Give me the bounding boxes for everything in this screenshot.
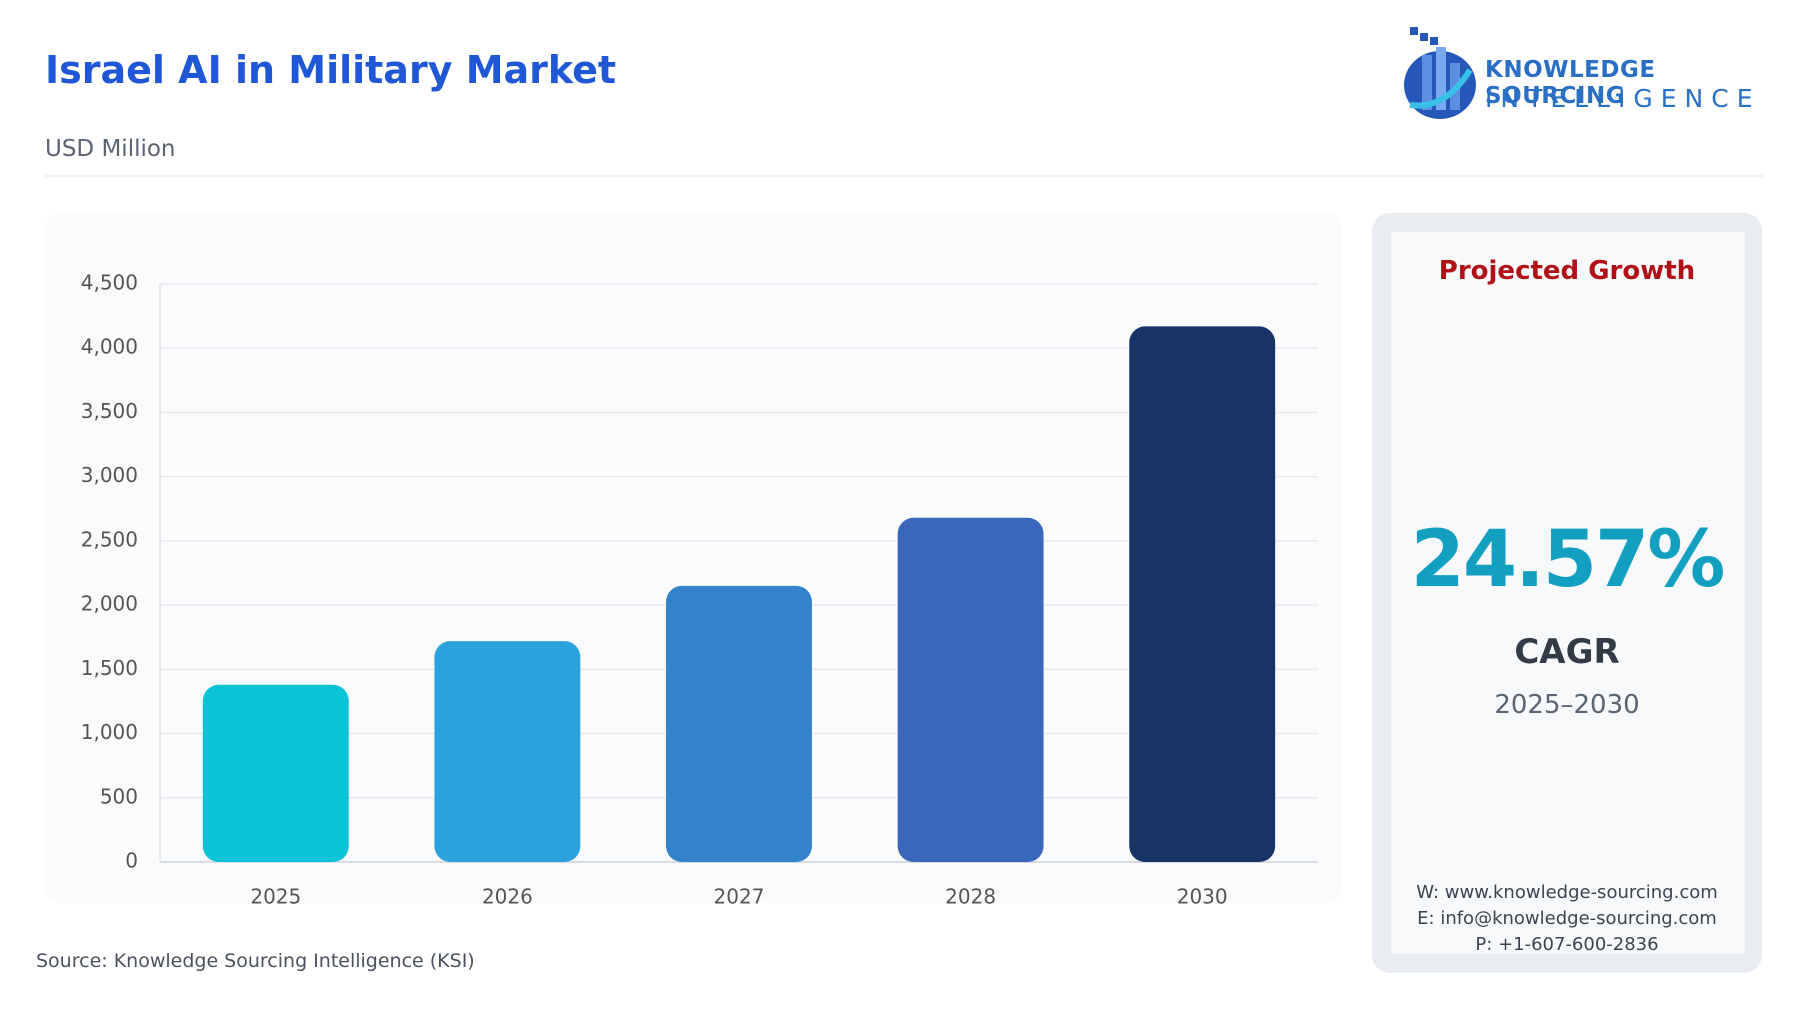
- y-tick-label: 4,500: [81, 271, 138, 295]
- divider: [45, 175, 1763, 177]
- bar: [1129, 326, 1276, 862]
- cagr-value: 24.57%: [1410, 515, 1726, 605]
- logo-text: KNOWLEDGE SOURCING: [1485, 57, 1656, 109]
- y-tick-label: 4,000: [81, 335, 138, 359]
- cagr-period: 2025–2030: [1494, 690, 1640, 720]
- growth-panel-inner: [1391, 232, 1745, 954]
- x-tick-label: 2030: [1177, 885, 1228, 909]
- panel-heading: Projected Growth: [1438, 256, 1696, 286]
- bar: [434, 641, 581, 862]
- bar: [202, 684, 349, 862]
- chart: 0 500 1,000 1,500 2,000 2,500 3,000 3,500 4,000 4…: [81, 271, 1318, 909]
- y-tick-label: 3,500: [81, 399, 138, 423]
- x-tick-label: 2027: [714, 885, 765, 909]
- y-tick-label: 2,000: [81, 592, 138, 616]
- source: Source: Knowledge Sourcing Intelligence …: [36, 950, 475, 972]
- subtitle: USD Million: [45, 136, 176, 162]
- y-tick-label: 500: [100, 784, 138, 808]
- bar: [897, 517, 1044, 862]
- logo-icon: [1404, 27, 1476, 119]
- contact: W: www.knowledge-sourcing.com: [1416, 882, 1718, 903]
- logo-text: INTELLIGENCE: [1485, 84, 1761, 113]
- cagr-label: CAGR: [1514, 632, 1620, 672]
- y-tick-label: 2,500: [81, 527, 138, 551]
- contact: E: info@knowledge-sourcing.com: [1417, 908, 1717, 929]
- x-tick-label: 2025: [250, 885, 301, 909]
- y-tick-label: 1,000: [81, 720, 138, 744]
- y-tick-label: 0: [125, 849, 138, 873]
- bar: [666, 585, 812, 862]
- y-tick-label: 1,500: [81, 656, 138, 680]
- title: Israel AI in Military Market: [45, 48, 617, 92]
- contact: P: +1-607-600-2836: [1475, 934, 1659, 955]
- x-tick-label: 2028: [945, 885, 996, 909]
- x-tick-label: 2026: [482, 885, 533, 909]
- y-tick-label: 3,000: [81, 463, 138, 487]
